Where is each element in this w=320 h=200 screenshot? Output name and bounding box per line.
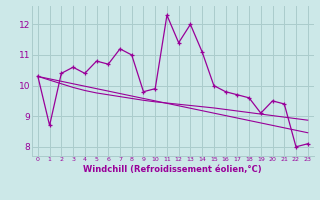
X-axis label: Windchill (Refroidissement éolien,°C): Windchill (Refroidissement éolien,°C) [84, 165, 262, 174]
